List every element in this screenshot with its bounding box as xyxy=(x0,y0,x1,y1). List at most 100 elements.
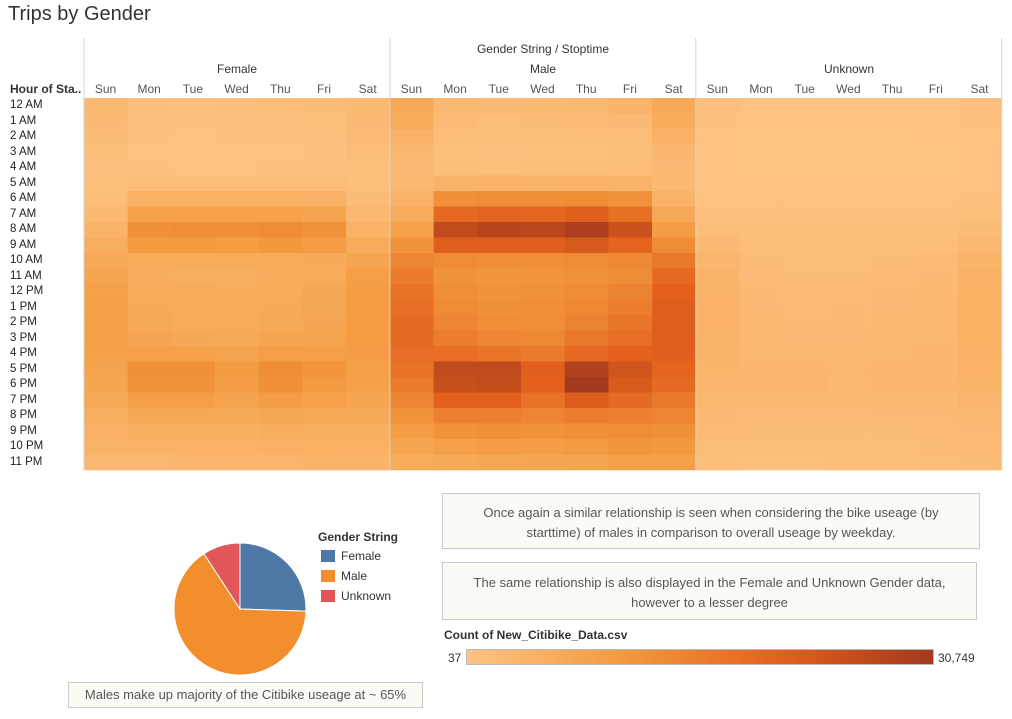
heatmap-cell[interactable] xyxy=(914,299,959,316)
heatmap-cell[interactable] xyxy=(783,377,828,393)
heatmap-cell[interactable] xyxy=(783,284,828,300)
heatmap-cell[interactable] xyxy=(84,408,128,424)
heatmap-cell[interactable] xyxy=(215,392,260,409)
heatmap-cell[interactable] xyxy=(433,423,478,440)
heatmap-cell[interactable] xyxy=(652,454,697,471)
heatmap-cell[interactable] xyxy=(302,454,347,471)
heatmap-cell[interactable] xyxy=(84,160,128,176)
heatmap-cell[interactable] xyxy=(564,98,609,114)
heatmap-cell[interactable] xyxy=(521,222,565,238)
heatmap-cell[interactable] xyxy=(783,191,828,207)
heatmap-cell[interactable] xyxy=(302,361,347,378)
heatmap-cell[interactable] xyxy=(608,144,653,161)
heatmap-cell[interactable] xyxy=(870,408,915,424)
heatmap-cell[interactable] xyxy=(783,129,828,145)
heatmap-cell[interactable] xyxy=(302,98,347,114)
heatmap-cell[interactable] xyxy=(389,160,434,176)
heatmap-cell[interactable] xyxy=(389,129,434,145)
heatmap-cell[interactable] xyxy=(389,439,434,455)
heatmap-cell[interactable] xyxy=(84,222,128,238)
heatmap-cell[interactable] xyxy=(433,330,478,347)
heatmap-cell[interactable] xyxy=(652,392,697,409)
heatmap-cell[interactable] xyxy=(215,439,260,455)
heatmap-cell[interactable] xyxy=(958,330,1002,347)
heatmap-cell[interactable] xyxy=(258,113,303,130)
heatmap-cell[interactable] xyxy=(215,98,260,114)
heatmap-cell[interactable] xyxy=(608,408,653,424)
legend-item-female[interactable]: Female xyxy=(321,549,381,563)
heatmap-cell[interactable] xyxy=(521,253,565,269)
heatmap-cell[interactable] xyxy=(433,98,478,114)
heatmap-cell[interactable] xyxy=(608,315,653,331)
heatmap-cell[interactable] xyxy=(84,206,128,223)
heatmap-cell[interactable] xyxy=(389,113,434,130)
heatmap-cell[interactable] xyxy=(608,253,653,269)
heatmap-cell[interactable] xyxy=(914,222,959,238)
heatmap-cell[interactable] xyxy=(826,299,871,316)
heatmap-cell[interactable] xyxy=(652,113,697,130)
heatmap-cell[interactable] xyxy=(739,191,784,207)
heatmap-cell[interactable] xyxy=(652,175,697,192)
heatmap-cell[interactable] xyxy=(521,361,565,378)
heatmap-cell[interactable] xyxy=(783,268,828,285)
heatmap-cell[interactable] xyxy=(84,315,128,331)
heatmap-cell[interactable] xyxy=(914,392,959,409)
heatmap-cell[interactable] xyxy=(433,315,478,331)
heatmap-cell[interactable] xyxy=(958,439,1002,455)
heatmap-cell[interactable] xyxy=(127,129,172,145)
heatmap-cell[interactable] xyxy=(389,392,434,409)
heatmap-cell[interactable] xyxy=(302,315,347,331)
heatmap-cell[interactable] xyxy=(215,361,260,378)
heatmap-cell[interactable] xyxy=(433,284,478,300)
heatmap-cell[interactable] xyxy=(564,392,609,409)
heatmap-cell[interactable] xyxy=(521,129,565,145)
heatmap-cell[interactable] xyxy=(346,268,391,285)
heatmap-cell[interactable] xyxy=(477,377,522,393)
heatmap-cell[interactable] xyxy=(826,191,871,207)
heatmap-cell[interactable] xyxy=(564,191,609,207)
heatmap-cell[interactable] xyxy=(652,253,697,269)
heatmap-cell[interactable] xyxy=(258,175,303,192)
heatmap-cell[interactable] xyxy=(171,454,216,471)
heatmap-cell[interactable] xyxy=(521,98,565,114)
heatmap-cell[interactable] xyxy=(958,191,1002,207)
heatmap-cell[interactable] xyxy=(870,315,915,331)
heatmap-cell[interactable] xyxy=(302,144,347,161)
heatmap-cell[interactable] xyxy=(389,315,434,331)
heatmap-cell[interactable] xyxy=(433,253,478,269)
heatmap-cell[interactable] xyxy=(783,346,828,362)
heatmap-cell[interactable] xyxy=(389,299,434,316)
heatmap-cell[interactable] xyxy=(914,113,959,130)
heatmap-cell[interactable] xyxy=(346,315,391,331)
heatmap-cell[interactable] xyxy=(521,408,565,424)
heatmap-cell[interactable] xyxy=(870,361,915,378)
heatmap-cell[interactable] xyxy=(346,175,391,192)
heatmap-cell[interactable] xyxy=(433,346,478,362)
heatmap-cell[interactable] xyxy=(826,98,871,114)
heatmap-cell[interactable] xyxy=(739,253,784,269)
heatmap-cell[interactable] xyxy=(914,423,959,440)
heatmap-cell[interactable] xyxy=(826,222,871,238)
heatmap-cell[interactable] xyxy=(171,144,216,161)
heatmap-cell[interactable] xyxy=(127,361,172,378)
heatmap-cell[interactable] xyxy=(564,423,609,440)
heatmap-cell[interactable] xyxy=(302,392,347,409)
heatmap-cell[interactable] xyxy=(302,160,347,176)
heatmap-cell[interactable] xyxy=(302,346,347,362)
heatmap-cell[interactable] xyxy=(652,160,697,176)
heatmap-cell[interactable] xyxy=(521,144,565,161)
heatmap-cell[interactable] xyxy=(433,129,478,145)
heatmap-cell[interactable] xyxy=(84,144,128,161)
heatmap-cell[interactable] xyxy=(346,98,391,114)
heatmap-cell[interactable] xyxy=(521,191,565,207)
heatmap-cell[interactable] xyxy=(739,439,784,455)
heatmap-cell[interactable] xyxy=(652,268,697,285)
heatmap-cell[interactable] xyxy=(608,237,653,254)
heatmap-cell[interactable] xyxy=(914,237,959,254)
heatmap-cell[interactable] xyxy=(127,330,172,347)
heatmap-cell[interactable] xyxy=(564,299,609,316)
heatmap-cell[interactable] xyxy=(389,206,434,223)
heatmap-cell[interactable] xyxy=(521,330,565,347)
heatmap-cell[interactable] xyxy=(695,315,740,331)
heatmap-cell[interactable] xyxy=(477,454,522,471)
